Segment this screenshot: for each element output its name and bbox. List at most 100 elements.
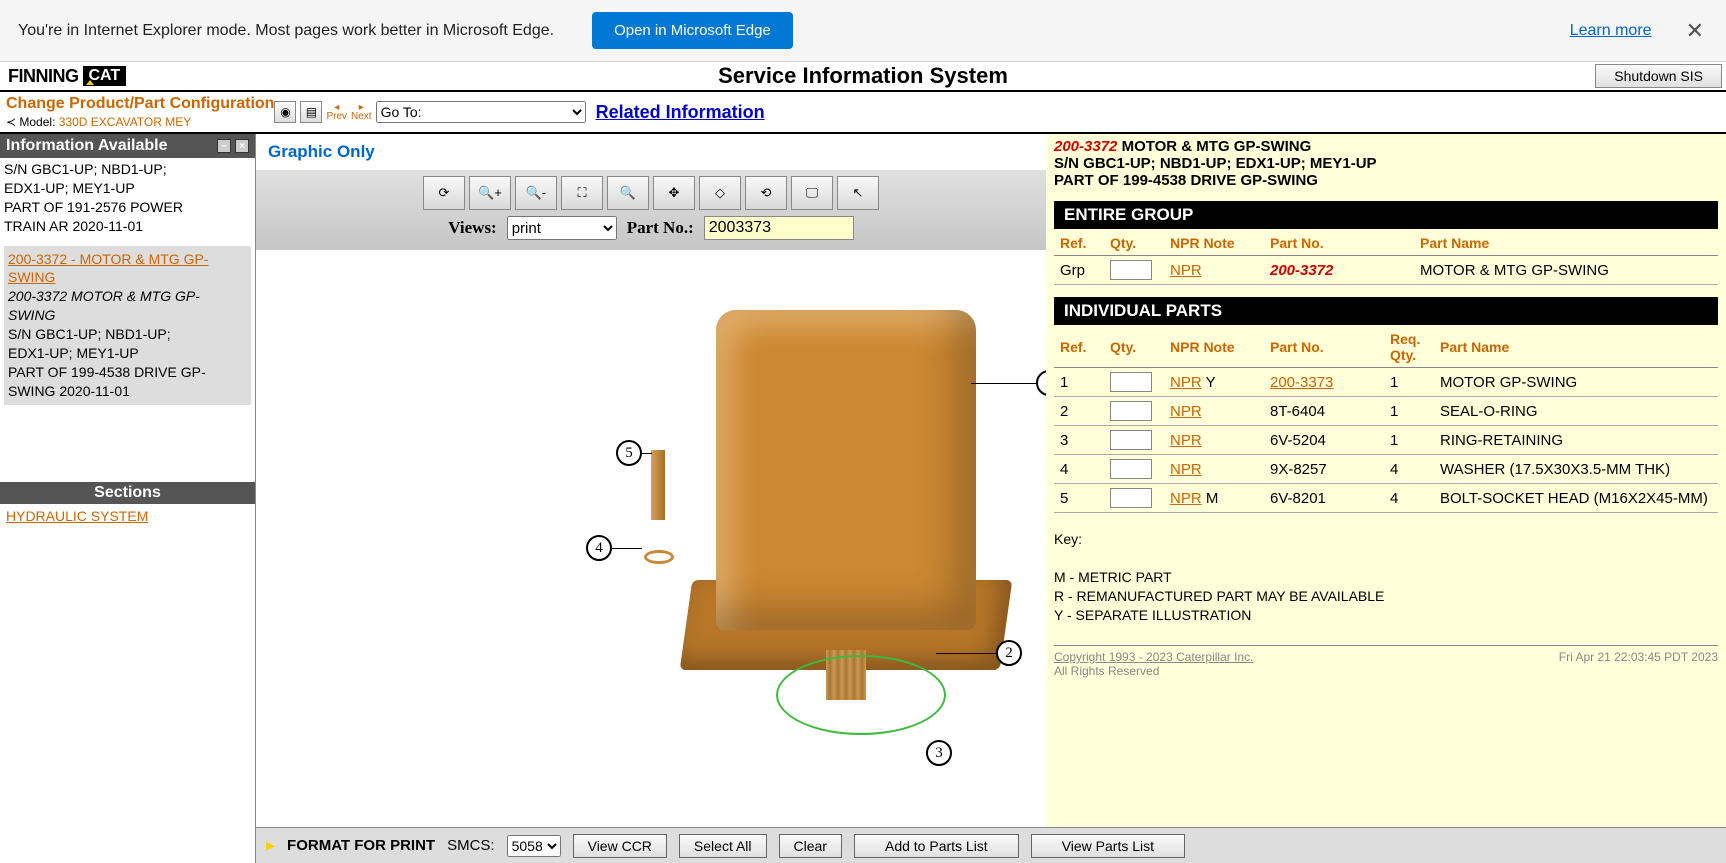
change-product-link[interactable]: Change Product/Part Configuration <box>6 95 274 113</box>
arrow-icon: ▸ <box>266 835 275 856</box>
zoom-in-icon[interactable]: 🔍+ <box>469 176 511 210</box>
model-line: ≺ Model: 330D EXCAVATOR MEY <box>6 115 274 129</box>
select-all-button[interactable]: Select All <box>679 834 767 858</box>
npr-link[interactable]: NPR <box>1170 374 1202 391</box>
npr-link[interactable]: NPR <box>1170 262 1202 279</box>
add-to-parts-list-button[interactable]: Add to Parts List <box>854 834 1019 858</box>
sections-header: Sections <box>0 482 255 504</box>
next-nav[interactable]: ▸Next <box>351 103 372 121</box>
logo-text: FINNING <box>8 66 79 87</box>
screen-icon[interactable]: 🖵 <box>791 176 833 210</box>
qty-input[interactable] <box>1110 372 1152 392</box>
group-qty-input[interactable] <box>1110 260 1152 280</box>
lead-line-4 <box>612 548 642 549</box>
logo-cat-badge: CAT <box>83 66 127 86</box>
page-title: Service Information System <box>718 63 1008 89</box>
copyright-link[interactable]: Copyright 1993 - 2023 Caterpillar Inc. <box>1054 650 1253 664</box>
info-scroll[interactable]: S/N GBC1-UP; NBD1-UP; EDX1-UP; MEY1-UP P… <box>0 158 255 478</box>
ie-mode-banner: You're in Internet Explorer mode. Most p… <box>0 0 1726 62</box>
detail-partno: 200-3372 <box>1054 138 1117 155</box>
qty-input[interactable] <box>1110 401 1152 421</box>
part-link-200-3372[interactable]: 200-3372 - MOTOR & MTG GP-SWING <box>8 251 208 286</box>
table-row: 4 NPR 9X-8257 4 WASHER (17.5X30X3.5-MM T… <box>1054 455 1718 484</box>
zoom-out-icon[interactable]: 🔍- <box>515 176 557 210</box>
views-select[interactable]: print <box>507 216 617 240</box>
callout-4[interactable]: 4 <box>586 535 612 561</box>
view-ccr-button[interactable]: View CCR <box>573 834 667 858</box>
individual-parts-title: INDIVIDUAL PARTS <box>1054 297 1718 325</box>
partno-link[interactable]: 200-3373 <box>1270 374 1333 391</box>
header-bar: FINNING CAT Service Information System S… <box>0 62 1726 92</box>
npr-link[interactable]: NPR <box>1170 461 1202 478</box>
qty-input[interactable] <box>1110 488 1152 508</box>
document-icon[interactable]: ▤ <box>300 101 322 123</box>
minimize-icon[interactable]: – <box>217 139 231 153</box>
view-parts-list-button[interactable]: View Parts List <box>1031 834 1185 858</box>
pointer-icon[interactable]: ↖ <box>837 176 879 210</box>
individual-parts-table: Ref. Qty. NPR Note Part No. Req. Qty. Pa… <box>1054 327 1718 513</box>
qty-input[interactable] <box>1110 459 1152 479</box>
open-in-edge-button[interactable]: Open in Microsoft Edge <box>592 12 793 49</box>
format-for-print-label: FORMAT FOR PRINT <box>287 837 435 854</box>
learn-more-link[interactable]: Learn more <box>1570 22 1652 40</box>
npr-link[interactable]: NPR <box>1170 490 1202 507</box>
partno-text: 6V-8201 <box>1270 490 1326 507</box>
zoom-window-icon[interactable]: ⛶ <box>561 176 603 210</box>
diagram[interactable]: 1 2 3 4 5 <box>256 250 1046 770</box>
lead-line-5 <box>642 453 652 454</box>
clear-button[interactable]: Clear <box>779 834 842 858</box>
cd-icon[interactable]: ◉ <box>274 101 296 123</box>
info-available-label: Information Available <box>6 137 168 155</box>
close-banner-icon[interactable]: ✕ <box>1682 14 1708 48</box>
partno-text: 9X-8257 <box>1270 461 1327 478</box>
section-hydraulic-system[interactable]: HYDRAULIC SYSTEM <box>0 504 255 528</box>
bottom-toolbar: ▸ FORMAT FOR PRINT SMCS: 5058 View CCR S… <box>256 827 1726 863</box>
callout-1[interactable]: 1 <box>1036 370 1046 396</box>
detail-sn: S/N GBC1-UP; NBD1-UP; EDX1-UP; MEY1-UP <box>1054 155 1718 172</box>
smcs-label: SMCS: <box>447 837 495 854</box>
npr-link[interactable]: NPR <box>1170 432 1202 449</box>
info-block-1: S/N GBC1-UP; NBD1-UP; EDX1-UP; MEY1-UP P… <box>4 160 251 236</box>
detail-pane: 200-3372 MOTOR & MTG GP-SWING S/N GBC1-U… <box>1046 134 1726 863</box>
npr-link[interactable]: NPR <box>1170 403 1202 420</box>
group-partname: MOTOR & MTG GP-SWING <box>1414 256 1718 285</box>
ie-banner-text: You're in Internet Explorer mode. Most p… <box>18 22 554 40</box>
lead-line-1 <box>971 383 1036 384</box>
views-label: Views: <box>448 218 496 238</box>
graphic-pane: Graphic Only ⟳ 🔍+ 🔍- ⛶ 🔍 ✥ ◇ ⟲ 🖵 ↖ Views… <box>256 134 1046 863</box>
related-information-link[interactable]: Related Information <box>596 102 765 123</box>
move-icon[interactable]: ◇ <box>699 176 741 210</box>
prev-nav[interactable]: ◂Prev <box>326 103 347 121</box>
lead-line-2 <box>936 653 996 654</box>
callout-2[interactable]: 2 <box>996 640 1022 666</box>
bolt-shape <box>651 450 665 520</box>
fit-icon[interactable]: 🔍 <box>607 176 649 210</box>
graphic-toolbar: ⟳ 🔍+ 🔍- ⛶ 🔍 ✥ ◇ ⟲ 🖵 ↖ Views: print Part … <box>256 170 1046 250</box>
reset-icon[interactable]: ⟲ <box>745 176 787 210</box>
pan-icon[interactable]: ✥ <box>653 176 695 210</box>
callout-3[interactable]: 3 <box>926 740 952 766</box>
group-row: Grp NPR 200-3372 MOTOR & MTG GP-SWING <box>1054 256 1718 285</box>
info-block-2-selected[interactable]: 200-3372 - MOTOR & MTG GP-SWING 200-3372… <box>4 246 251 405</box>
model-label: Model: <box>19 115 55 129</box>
smcs-select[interactable]: 5058 <box>507 835 561 857</box>
key-block: Key: M - METRIC PART R - REMANUFACTURED … <box>1054 531 1718 623</box>
callout-5[interactable]: 5 <box>616 440 642 466</box>
goto-select[interactable]: Go To: <box>376 101 586 123</box>
partno-input[interactable] <box>704 216 854 240</box>
qty-input[interactable] <box>1110 430 1152 450</box>
nav-row: Change Product/Part Configuration ≺ Mode… <box>0 92 1726 134</box>
sidebar: Information Available – × S/N GBC1-UP; N… <box>0 134 256 863</box>
group-partno: 200-3372 <box>1270 262 1333 279</box>
table-row: 3 NPR 6V-5204 1 RING-RETAINING <box>1054 426 1718 455</box>
close-icon[interactable]: × <box>235 139 249 153</box>
motor-body-shape <box>716 310 976 630</box>
shutdown-sis-button[interactable]: Shutdown SIS <box>1595 64 1722 88</box>
graphic-only-link[interactable]: Graphic Only <box>256 134 1046 170</box>
rotate-icon[interactable]: ⟳ <box>423 176 465 210</box>
washer-shape <box>644 550 674 564</box>
timestamp: Fri Apr 21 22:03:45 PDT 2023 <box>1559 650 1718 678</box>
oring-shape <box>776 655 946 735</box>
partno-label: Part No.: <box>627 218 694 238</box>
detail-footer: Copyright 1993 - 2023 Caterpillar Inc. A… <box>1054 645 1718 678</box>
